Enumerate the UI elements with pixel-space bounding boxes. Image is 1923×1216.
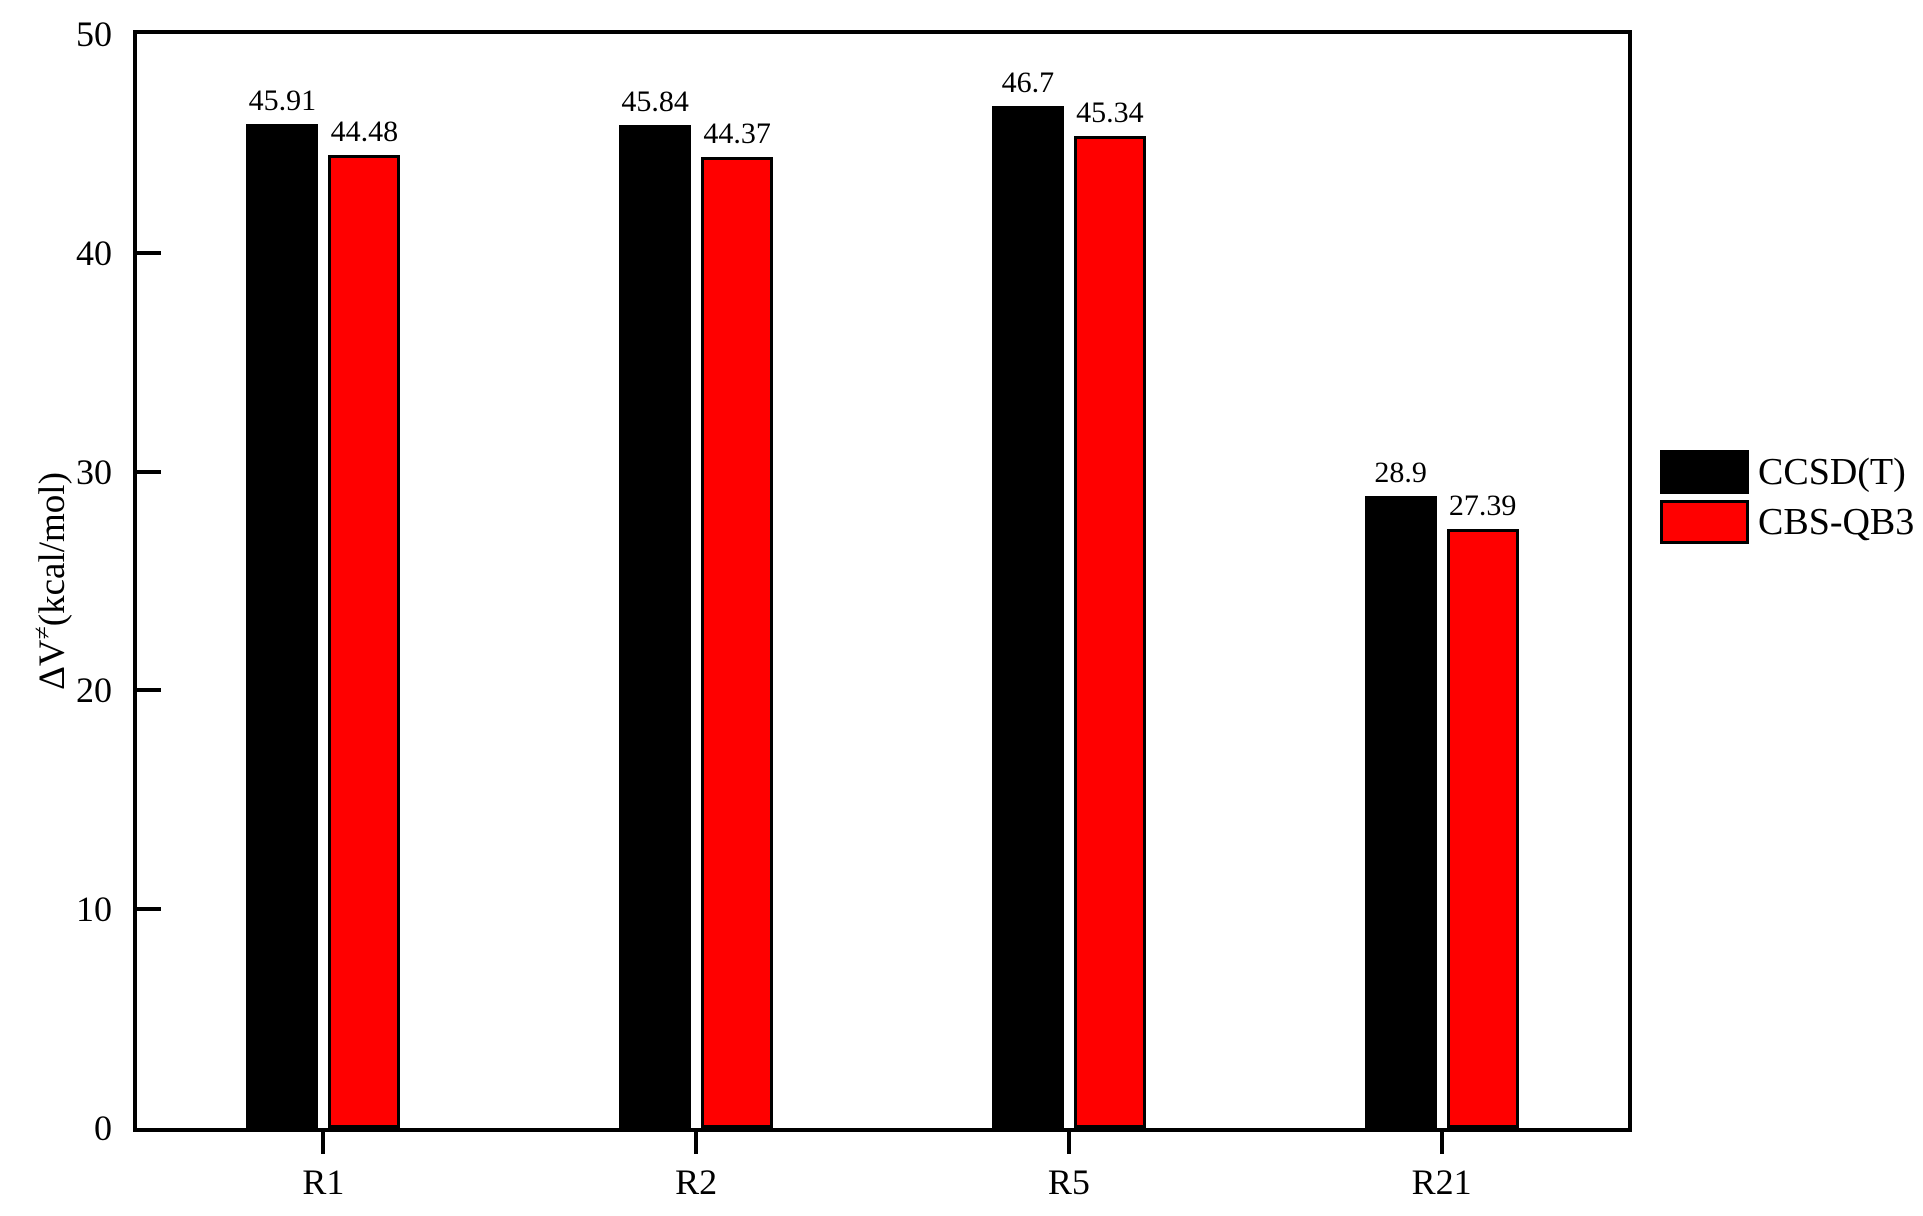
bar-value-label: 27.39 xyxy=(1448,488,1517,522)
x-axis-tick xyxy=(1066,1132,1071,1154)
y-axis-tick xyxy=(137,469,161,474)
bar-r21-ccsd-t xyxy=(1364,495,1437,1128)
x-axis-tick xyxy=(321,1132,326,1154)
x-axis-tick xyxy=(694,1132,699,1154)
y-axis-tick-label: 0 xyxy=(94,1108,112,1148)
bar-value-label: 46.7 xyxy=(1001,66,1055,100)
y-axis-title: ΔV≠(kcal/mol) xyxy=(30,472,74,690)
bar-value-label: 44.48 xyxy=(330,114,399,148)
bar-value-label: 45.34 xyxy=(1076,95,1144,129)
y-axis-tick-label: 30 xyxy=(76,451,112,492)
legend-swatch-cbs-qb3 xyxy=(1660,500,1749,544)
legend-label: CBS-QB3 xyxy=(1758,501,1915,543)
x-axis-label-r2: R2 xyxy=(675,1162,718,1202)
bar-r1-cbs-qb3 xyxy=(328,154,401,1128)
x-axis-label-r5: R5 xyxy=(1047,1162,1090,1202)
x-axis-label-r1: R1 xyxy=(302,1162,345,1202)
y-axis-tick xyxy=(137,688,161,693)
bar-r2-ccsd-t xyxy=(619,125,692,1128)
x-axis-label-r21: R21 xyxy=(1411,1162,1472,1202)
plot-area: 45.91 44.48 45.84 44.37 46.7 45.34 28.9 27.39 xyxy=(133,30,1632,1132)
legend-label: CCSD(T) xyxy=(1758,451,1906,493)
bar-value-label: 45.84 xyxy=(621,85,689,119)
legend-item-cbs-qb3: CBS-QB3 xyxy=(1660,500,1914,544)
y-axis-tick-label: 50 xyxy=(76,14,112,54)
y-axis-tick xyxy=(137,250,161,255)
bar-r5-cbs-qb3 xyxy=(1073,135,1146,1128)
y-axis-title-superscript: ≠ xyxy=(30,626,56,640)
y-axis-tick-label: 40 xyxy=(76,232,112,273)
bar-value-label: 45.91 xyxy=(248,83,317,117)
bar-value-label: 44.37 xyxy=(703,117,771,151)
bar-r1-ccsd-t xyxy=(246,123,319,1128)
x-axis-tick xyxy=(1439,1132,1444,1154)
y-axis-tick-label: 20 xyxy=(76,670,112,711)
y-axis-tick-label: 10 xyxy=(76,889,112,930)
y-axis-tick xyxy=(137,907,161,912)
y-axis-title-suffix: (kcal/mol) xyxy=(32,472,73,627)
legend: CCSD(T) CBS-QB3 xyxy=(1660,450,1914,550)
legend-swatch-ccsd-t xyxy=(1660,450,1749,494)
bar-value-label: 28.9 xyxy=(1374,455,1427,489)
bar-r21-cbs-qb3 xyxy=(1446,528,1519,1128)
legend-item-ccsd-t: CCSD(T) xyxy=(1660,450,1914,494)
bar-r5-ccsd-t xyxy=(991,106,1064,1128)
bar-r2-cbs-qb3 xyxy=(701,157,774,1128)
